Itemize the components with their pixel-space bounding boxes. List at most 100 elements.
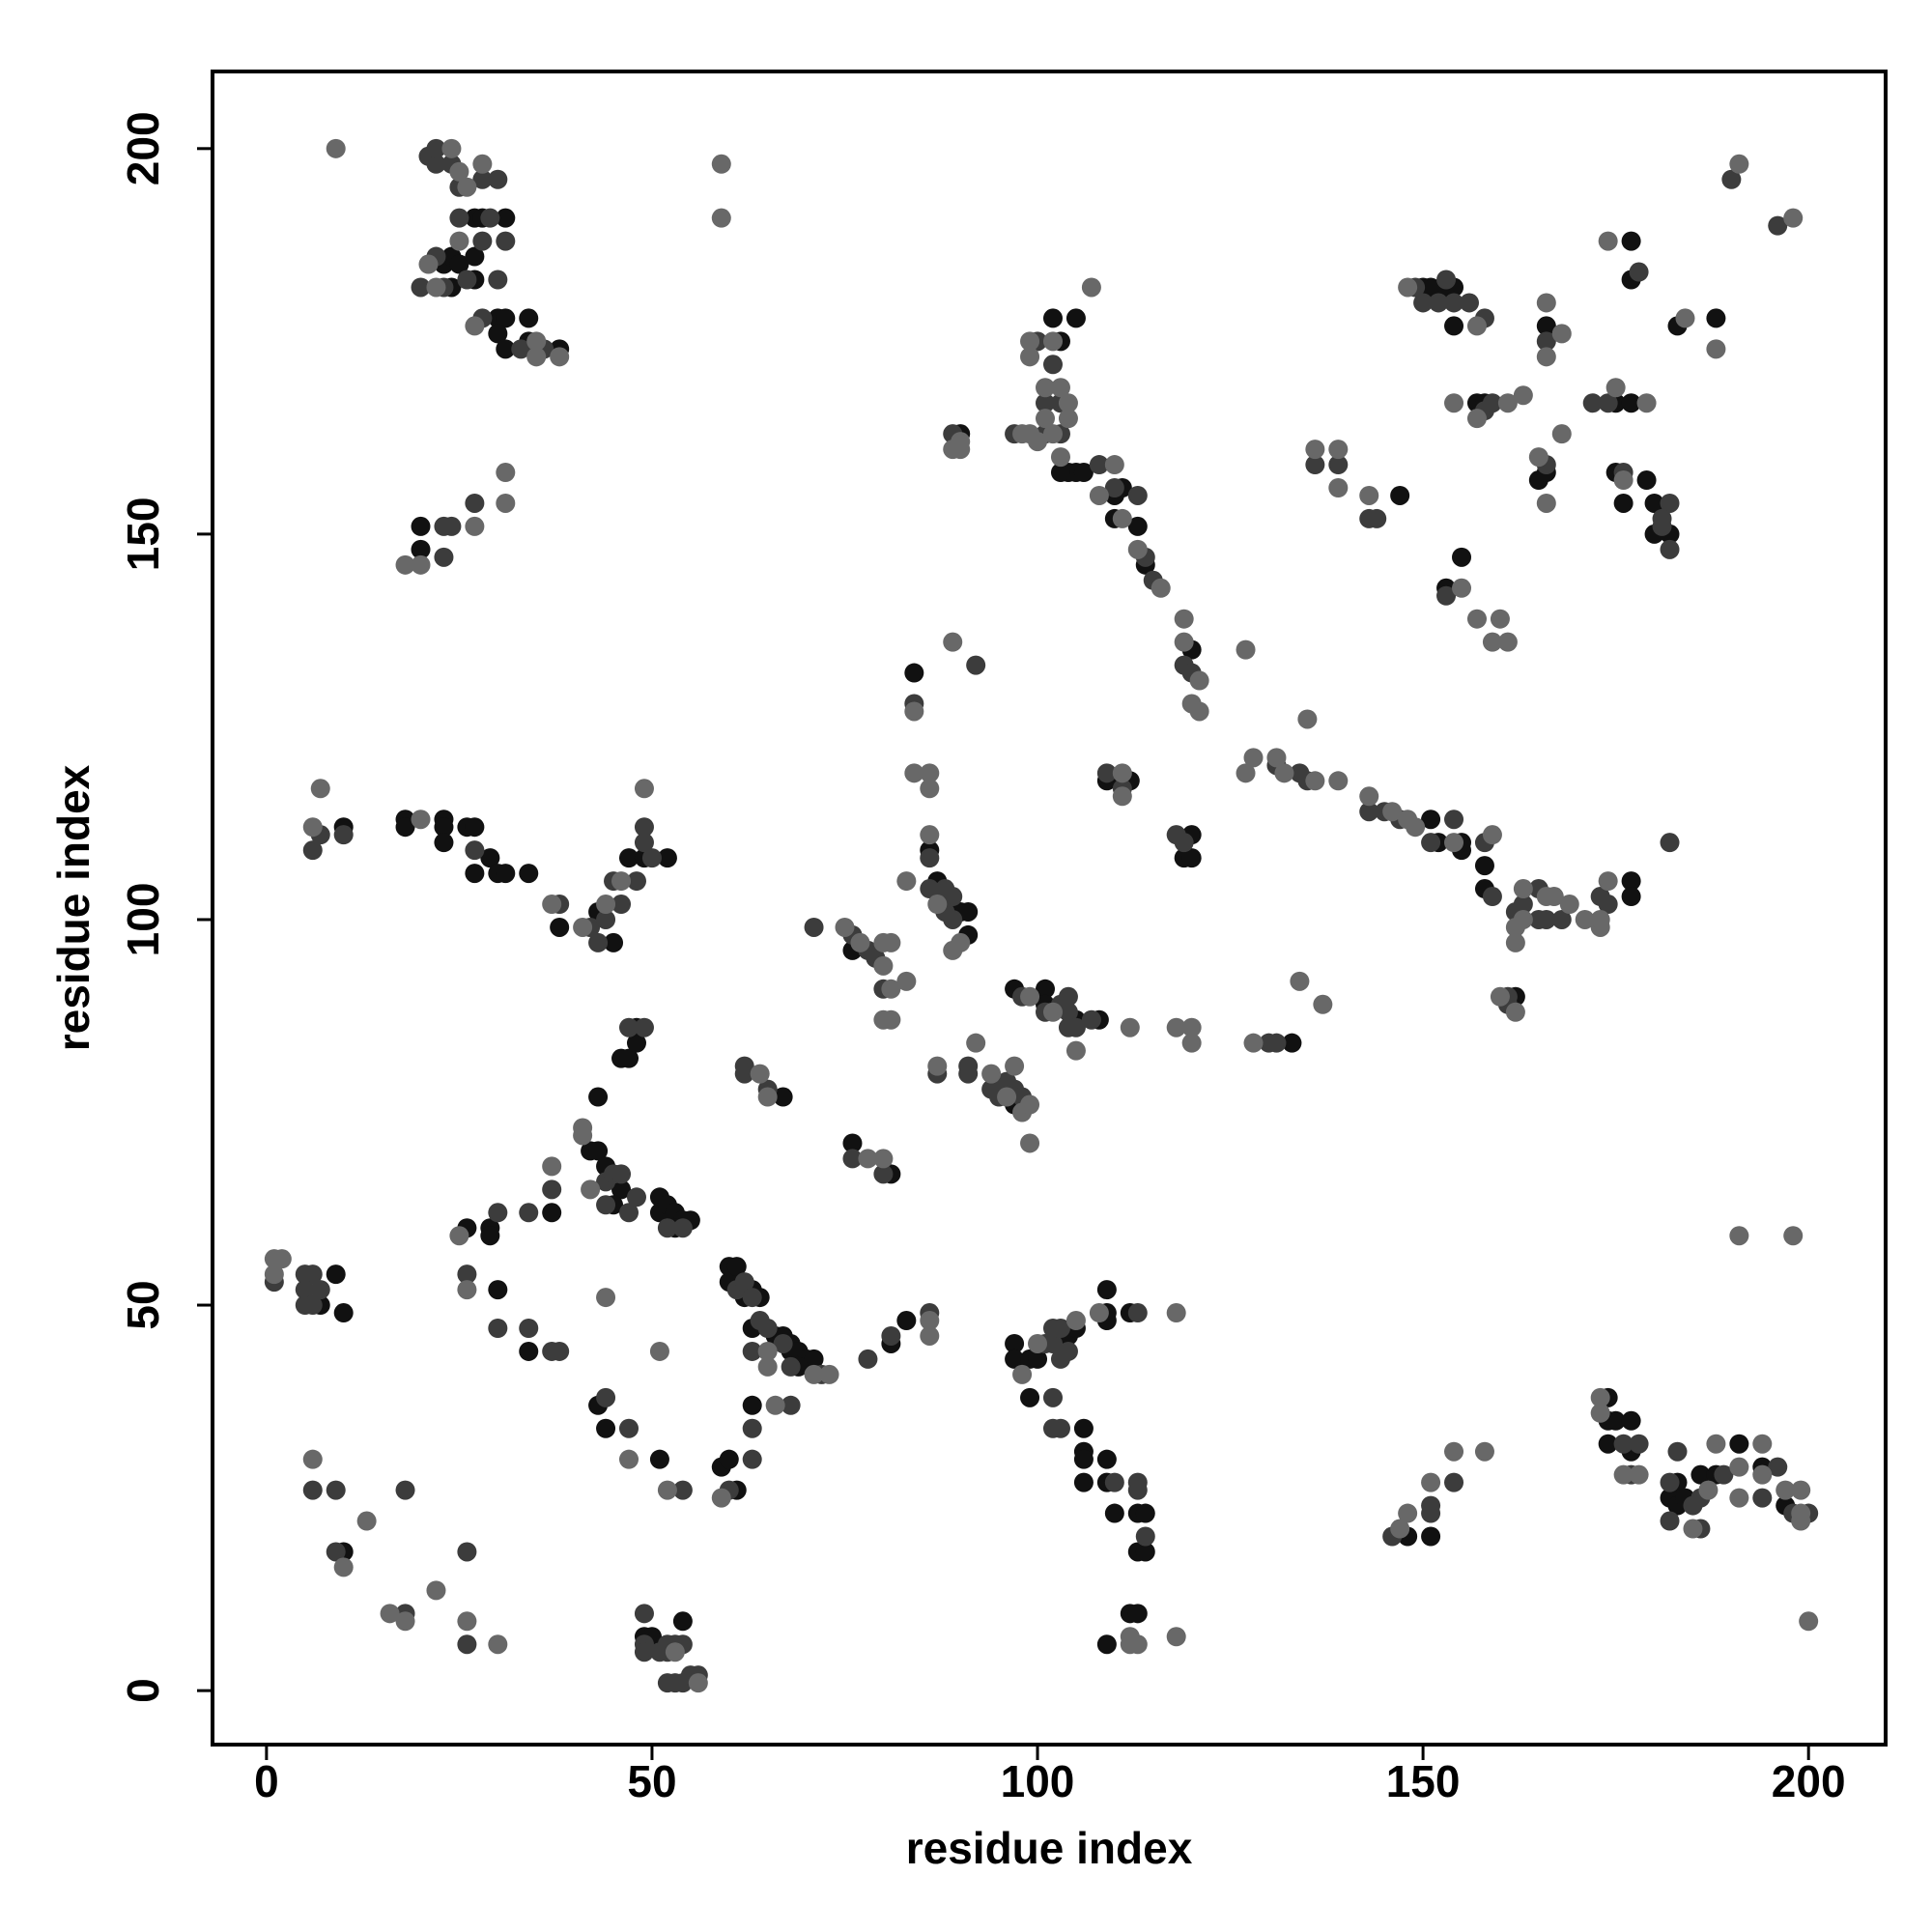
point [672,1480,693,1500]
point [1590,1403,1610,1423]
point [657,1218,677,1238]
point [1444,810,1464,830]
point [1012,1364,1033,1384]
point [920,879,940,899]
point [1236,763,1256,783]
point [742,1418,762,1438]
point [943,909,963,929]
point [596,1195,616,1215]
point [896,1311,917,1331]
point [1590,1387,1610,1407]
point [426,277,446,298]
point [1050,463,1070,483]
point [1359,485,1379,505]
point [588,1141,609,1161]
point [457,1611,477,1632]
point [1444,1441,1464,1462]
point [488,270,508,290]
y-tick-label: 0 [118,1678,168,1703]
point [449,208,469,228]
point [1544,887,1564,907]
y-axis-label: residue index [48,764,99,1051]
point [1683,1519,1703,1539]
point [472,169,493,189]
point [858,1349,878,1369]
point [1621,887,1641,907]
point [1181,848,1202,868]
point [302,1449,323,1469]
point [519,864,539,884]
point [1752,1464,1773,1485]
point [719,1449,739,1469]
point [1266,748,1287,768]
point [1050,1318,1070,1338]
point [1050,1418,1070,1438]
point [1466,316,1487,336]
point [1598,1434,1618,1454]
point [457,1634,477,1655]
point [904,663,924,683]
point [711,154,731,174]
point [488,1280,508,1300]
point [951,440,971,460]
point [465,840,485,861]
point [757,1341,778,1361]
point [904,763,924,783]
point [457,177,477,197]
point [333,1557,354,1577]
point [742,1288,762,1308]
point [1028,1349,1048,1369]
point [1474,856,1494,876]
point [641,848,662,868]
point [1421,1472,1441,1492]
point [757,1087,778,1107]
point [657,1480,677,1500]
point [1081,1009,1101,1030]
y-tick-label: 50 [118,1280,168,1329]
point [1490,609,1510,629]
point [711,208,731,228]
x-tick-label: 0 [254,1756,279,1806]
point [326,1264,346,1285]
point [1058,986,1078,1007]
point [819,1364,839,1384]
point [672,1218,693,1238]
point [1096,1634,1117,1655]
point [1459,293,1479,313]
point [742,1395,762,1415]
point [1236,639,1256,660]
y-tick-label: 100 [118,883,168,957]
point [1042,1002,1063,1022]
point [943,632,963,652]
point [1028,432,1048,452]
point [672,1611,693,1632]
point [1421,277,1441,298]
point [1482,632,1502,652]
point [1065,1040,1086,1061]
point [1174,632,1194,652]
point [465,316,485,336]
point [1020,1387,1040,1407]
point [1036,979,1056,999]
point [1042,1333,1063,1353]
point [1073,1449,1094,1469]
point [734,1064,754,1084]
point [1474,1441,1494,1462]
point [1482,393,1502,413]
point [496,208,516,228]
point [634,1604,654,1624]
point [356,1511,377,1531]
point [1073,463,1094,483]
point [1042,308,1063,328]
point [1497,393,1518,413]
point [1313,994,1333,1014]
point [773,1333,793,1353]
point [457,1542,477,1562]
point [927,1056,948,1076]
point [873,1149,894,1169]
point [1421,1526,1441,1547]
point [302,1480,323,1500]
point [465,817,485,838]
point [1791,1480,1811,1500]
point [1444,1472,1464,1492]
